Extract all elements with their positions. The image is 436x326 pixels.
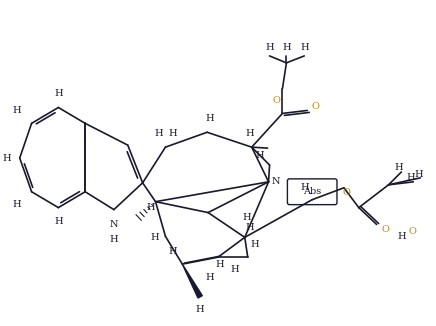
Text: H: H — [394, 163, 403, 172]
Text: H: H — [245, 129, 254, 138]
Text: H: H — [255, 151, 264, 159]
Text: O: O — [272, 96, 280, 105]
Text: H: H — [206, 273, 215, 282]
Text: O: O — [409, 227, 416, 236]
Text: H: H — [12, 200, 21, 209]
Text: O: O — [343, 188, 351, 197]
Text: H: H — [150, 233, 159, 242]
Text: H: H — [12, 106, 21, 115]
Text: H: H — [231, 265, 239, 274]
Text: H: H — [242, 213, 251, 222]
Text: H: H — [300, 43, 309, 52]
Polygon shape — [182, 264, 202, 298]
Text: H: H — [109, 235, 118, 244]
Text: H: H — [250, 240, 259, 249]
Text: H: H — [300, 183, 309, 192]
Text: Abs: Abs — [303, 187, 321, 196]
Text: H: H — [54, 89, 63, 98]
Text: H: H — [3, 154, 11, 163]
Text: H: H — [397, 232, 406, 241]
Text: H: H — [414, 170, 422, 179]
Text: H: H — [282, 43, 291, 52]
Text: H: H — [168, 247, 177, 256]
Text: H: H — [196, 305, 204, 314]
Text: O: O — [311, 102, 319, 111]
Text: N: N — [271, 177, 280, 186]
Text: O: O — [382, 225, 389, 234]
Text: N: N — [109, 220, 118, 229]
Text: H: H — [206, 114, 215, 123]
Text: H: H — [154, 129, 163, 138]
Text: H: H — [406, 173, 415, 182]
Text: H: H — [146, 203, 155, 212]
Text: H: H — [168, 129, 177, 138]
Text: H: H — [265, 43, 274, 52]
Text: H: H — [216, 259, 224, 269]
Text: H: H — [54, 217, 63, 226]
Text: H: H — [245, 223, 254, 232]
FancyBboxPatch shape — [287, 179, 337, 205]
